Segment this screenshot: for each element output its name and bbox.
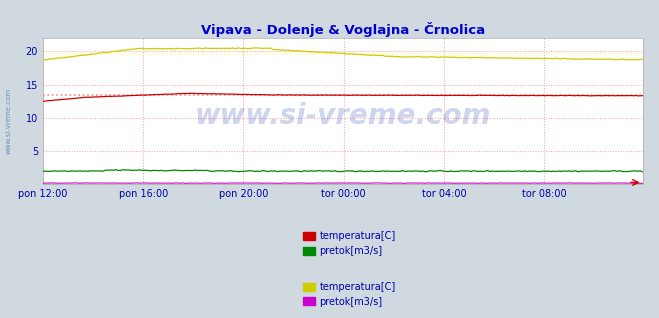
Legend: temperatura[C], pretok[m3/s]: temperatura[C], pretok[m3/s]	[303, 231, 395, 256]
Text: www.si-vreme.com: www.si-vreme.com	[194, 102, 491, 130]
Legend: temperatura[C], pretok[m3/s]: temperatura[C], pretok[m3/s]	[303, 282, 395, 307]
Text: www.si-vreme.com: www.si-vreme.com	[5, 88, 12, 154]
Title: Vipava - Dolenje & Voglajna - Črnolica: Vipava - Dolenje & Voglajna - Črnolica	[200, 22, 485, 37]
